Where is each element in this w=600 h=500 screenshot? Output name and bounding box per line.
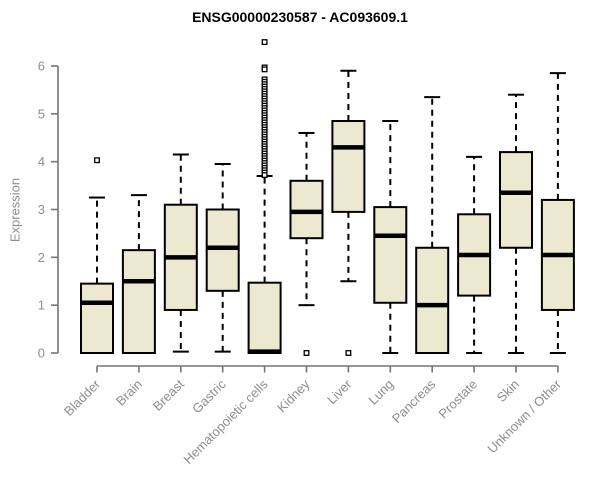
- box-skin: [499, 151, 533, 249]
- y-tick-label: 4: [38, 154, 45, 169]
- box-hematopoietic-cells: [247, 281, 282, 354]
- outlier-liver: [345, 350, 352, 356]
- x-tick-label-lung: Lung: [365, 377, 396, 408]
- y-tick-label: 2: [38, 250, 45, 265]
- x-tick-label-prostate: Prostate: [435, 377, 480, 422]
- x-tick-label-skin: Skin: [494, 377, 522, 405]
- y-tick-label: 1: [38, 298, 45, 313]
- x-tick-label-liver: Liver: [324, 376, 355, 407]
- x-tick-label-brain: Brain: [113, 377, 145, 409]
- outlier-hematopoietic-cells: [261, 39, 268, 46]
- x-tick-label-pancreas: Pancreas: [389, 376, 439, 426]
- box-liver: [331, 120, 366, 213]
- x-tick-label-unknown-other: Unknown / Other: [484, 376, 564, 456]
- x-tick-label-breast: Breast: [150, 376, 187, 413]
- box-kidney: [289, 179, 324, 240]
- outlier-bladder: [94, 157, 100, 164]
- x-tick-label-bladder: Bladder: [61, 376, 104, 419]
- x-tick-label-gastric: Gastric: [189, 376, 229, 416]
- y-tick-label: 3: [38, 202, 45, 217]
- y-tick-label: 6: [38, 59, 45, 74]
- box-gastric: [205, 208, 240, 292]
- outlier-hematopoietic-cells: [261, 172, 268, 179]
- outlier-hematopoietic-cells: [261, 66, 268, 73]
- box-lung: [373, 206, 408, 304]
- y-tick-label: 0: [38, 346, 45, 361]
- box-brain: [121, 249, 156, 355]
- box-pancreas: [415, 246, 450, 354]
- chart-title: ENSG00000230587 - AC093609.1: [192, 9, 408, 25]
- x-tick-label-kidney: Kidney: [274, 376, 313, 415]
- outlier-kidney: [303, 350, 310, 356]
- box-bladder: [80, 282, 114, 354]
- y-tick-label: 5: [38, 106, 45, 121]
